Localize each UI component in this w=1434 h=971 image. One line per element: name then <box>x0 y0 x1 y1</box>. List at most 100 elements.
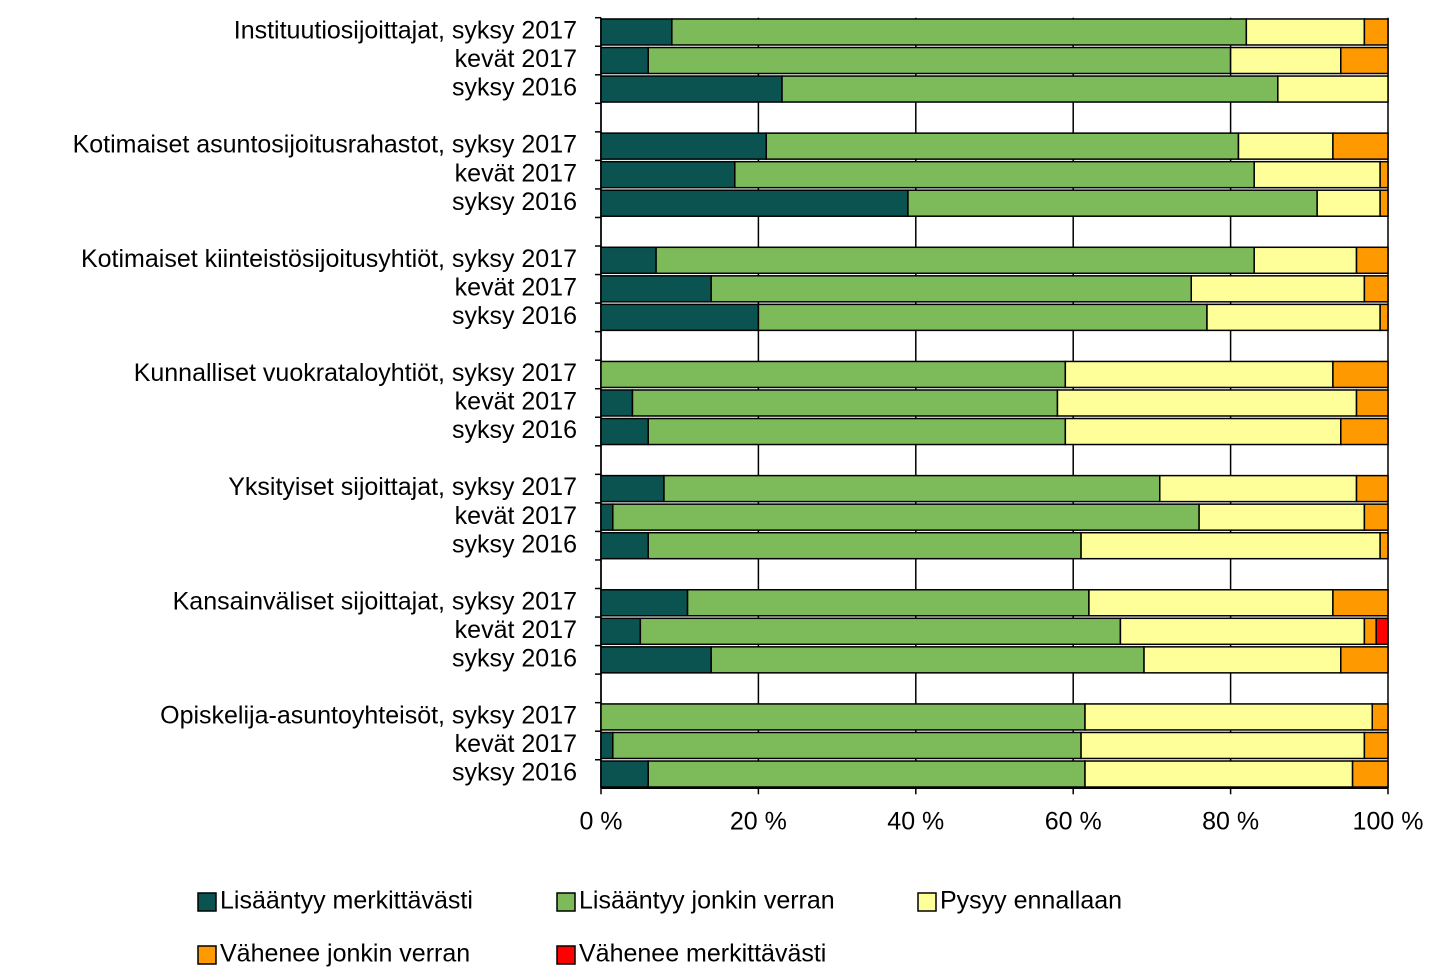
legend-swatch <box>556 945 576 965</box>
legend-label: Vähenee merkittävästi <box>579 940 826 968</box>
bar-segment <box>600 617 642 646</box>
bar-segment <box>663 474 1161 503</box>
bar-segment <box>1084 703 1374 731</box>
bar-segment <box>1379 189 1389 217</box>
bar-segment <box>1355 474 1389 503</box>
bar-segment <box>647 531 1082 560</box>
bar-segment <box>600 474 665 503</box>
bar-segment <box>639 617 1122 646</box>
bar-segment <box>600 303 760 332</box>
bar-segment <box>647 417 1067 446</box>
bar-segment <box>647 760 1086 788</box>
bar-segment <box>1084 760 1354 788</box>
bar-segment <box>600 275 712 303</box>
bar-segment <box>655 246 1255 275</box>
bar-segment <box>600 389 634 417</box>
bar-segment <box>1332 360 1389 389</box>
y-tick-label: syksy 2016 <box>452 644 577 672</box>
legend-label: Pysyy ennallaan <box>940 887 1122 915</box>
bar-segment <box>1119 617 1366 646</box>
bar-segment <box>600 760 649 788</box>
y-tick-label: Kansainväliset sijoittajat, syksy 2017 <box>173 587 577 615</box>
bar-segment <box>1332 589 1389 617</box>
bar-segment <box>1375 617 1389 646</box>
bar-segment <box>1080 731 1366 760</box>
bar-segment <box>1340 417 1389 446</box>
y-tick-label: kevät 2017 <box>455 730 577 758</box>
y-tick-label: kevät 2017 <box>455 502 577 530</box>
bar-segment <box>600 417 649 446</box>
bar-segment <box>1379 531 1389 560</box>
bar-segment <box>1363 503 1389 531</box>
bar-segment <box>907 189 1318 217</box>
bar-segment <box>1056 389 1358 417</box>
legend-label: Lisääntyy merkittävästi <box>220 887 473 915</box>
bar-segment <box>1198 503 1366 531</box>
bar-segment <box>671 18 1248 46</box>
y-tick-label: kevät 2017 <box>455 616 577 644</box>
bar-segment <box>1363 617 1377 646</box>
y-tick-label: kevät 2017 <box>455 45 577 73</box>
bar-segment <box>600 703 1086 731</box>
bar-segment <box>1355 246 1389 275</box>
bar-segment <box>710 646 1145 674</box>
bar-segment <box>631 389 1059 417</box>
y-tick-label: Kunnalliset vuokrataloyhtiöt, syksy 2017 <box>134 359 577 387</box>
bar-segment <box>1355 389 1389 417</box>
bar-segment <box>1371 703 1389 731</box>
legend-swatch <box>556 892 576 912</box>
y-tick-label: syksy 2016 <box>452 188 577 216</box>
y-tick-label: syksy 2016 <box>452 74 577 102</box>
y-tick-label: kevät 2017 <box>455 388 577 416</box>
x-tick-label: 60 % <box>1045 808 1102 836</box>
bar-segment <box>1340 46 1389 75</box>
legend-swatch <box>197 945 217 965</box>
bar-segment <box>600 160 736 189</box>
bar-segment <box>612 503 1200 531</box>
bar-segment <box>1159 474 1358 503</box>
bar-segment <box>1245 18 1366 46</box>
bar-segment <box>1351 760 1389 788</box>
y-tick-label: syksy 2016 <box>452 759 577 787</box>
legend-swatch <box>197 892 217 912</box>
bar-segment <box>1064 417 1342 446</box>
bar-segment <box>1363 18 1389 46</box>
bar-segment <box>600 646 712 674</box>
bar-segment <box>600 589 689 617</box>
bar-segment <box>1229 46 1342 75</box>
bar-segment <box>1253 160 1381 189</box>
bar-segment <box>600 531 649 560</box>
bar-segment <box>1237 132 1334 160</box>
y-tick-label: kevät 2017 <box>455 273 577 301</box>
bar-segment <box>600 189 909 217</box>
legend-label: Lisääntyy jonkin verran <box>579 887 835 915</box>
bar-segment <box>686 589 1090 617</box>
y-tick-label: syksy 2016 <box>452 302 577 330</box>
y-tick-label: Kotimaiset asuntosijoitusrahastot, syksy… <box>73 131 577 159</box>
bar-segment <box>1143 646 1342 674</box>
y-tick-label: syksy 2016 <box>452 416 577 444</box>
bar-segment <box>1253 246 1358 275</box>
bar-segment <box>600 46 649 75</box>
bar-segment <box>1340 646 1389 674</box>
bar-segment <box>600 360 1067 389</box>
bar-segment <box>1379 160 1389 189</box>
legend-label: Vähenee jonkin verran <box>220 940 470 968</box>
bar-segment <box>1190 275 1366 303</box>
y-tick-label: Instituutiosijoittajat, syksy 2017 <box>234 17 577 45</box>
bar-segment <box>734 160 1255 189</box>
bar-segment <box>600 246 657 275</box>
x-tick-label: 40 % <box>887 808 944 836</box>
bar-segment <box>1088 589 1334 617</box>
bar-segment <box>600 18 673 46</box>
y-tick-label: Yksityiset sijoittajat, syksy 2017 <box>228 473 577 501</box>
bar-segment <box>1363 275 1389 303</box>
bar-segment <box>710 275 1192 303</box>
bar-segment <box>1379 303 1389 332</box>
y-tick-label: kevät 2017 <box>455 159 577 187</box>
x-tick-label: 20 % <box>730 808 787 836</box>
bar-segment <box>600 132 768 160</box>
y-tick-label: Opiskelija-asuntoyhteisöt, syksy 2017 <box>160 702 577 730</box>
bar-segment <box>600 731 614 760</box>
